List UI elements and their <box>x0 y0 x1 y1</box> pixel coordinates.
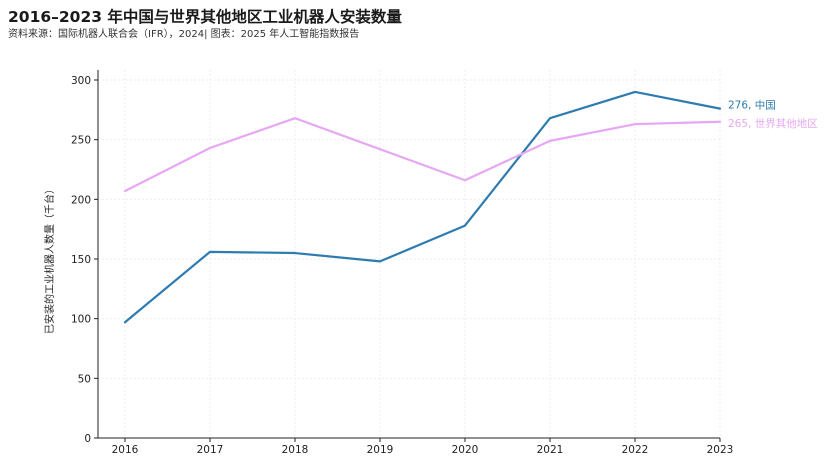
series-end-label-2: 265, 世界其他地区 <box>728 117 818 130</box>
y-tick-label: 0 <box>84 433 91 445</box>
y-tick-label: 50 <box>78 373 91 385</box>
y-tick-label: 100 <box>71 314 91 326</box>
x-tick-label: 2020 <box>452 444 479 456</box>
x-tick-label: 2021 <box>537 444 564 456</box>
x-tick-label: 2016 <box>112 444 139 456</box>
series-end-labels: 276, 中国 265, 世界其他地区 <box>728 99 818 130</box>
chart-subtitle: 资料来源：国际机器人联合会（IFR），2024| 图表：2025 年人工智能指数… <box>8 29 360 40</box>
series-line-2 <box>123 117 722 193</box>
y-tick-label: 150 <box>71 254 91 266</box>
x-tick-label: 2018 <box>282 444 309 456</box>
x-tick-label: 2019 <box>367 444 394 456</box>
grid-lines <box>98 70 721 438</box>
chart-axes <box>97 70 720 439</box>
y-tick-label: 250 <box>71 135 91 147</box>
chart-title: 2016–2023 年中国与世界其他地区工业机器人安装数量 <box>8 8 402 26</box>
x-tick-label: 2023 <box>707 444 734 456</box>
y-axis-label: 已安装的工业机器人数量（千台） <box>43 184 56 334</box>
y-axis-ticks: 0 50 100 150 200 250 300 <box>71 75 98 445</box>
y-tick-label: 300 <box>71 75 91 87</box>
x-tick-label: 2022 <box>622 444 649 456</box>
series-line-1 <box>123 90 722 324</box>
y-tick-label: 200 <box>71 194 91 206</box>
x-tick-label: 2017 <box>197 444 224 456</box>
series-lines <box>123 90 722 324</box>
series-end-label-1: 276, 中国 <box>728 99 776 112</box>
x-axis-ticks: 2016 2017 2018 2019 2020 2021 2022 2023 <box>112 438 734 456</box>
